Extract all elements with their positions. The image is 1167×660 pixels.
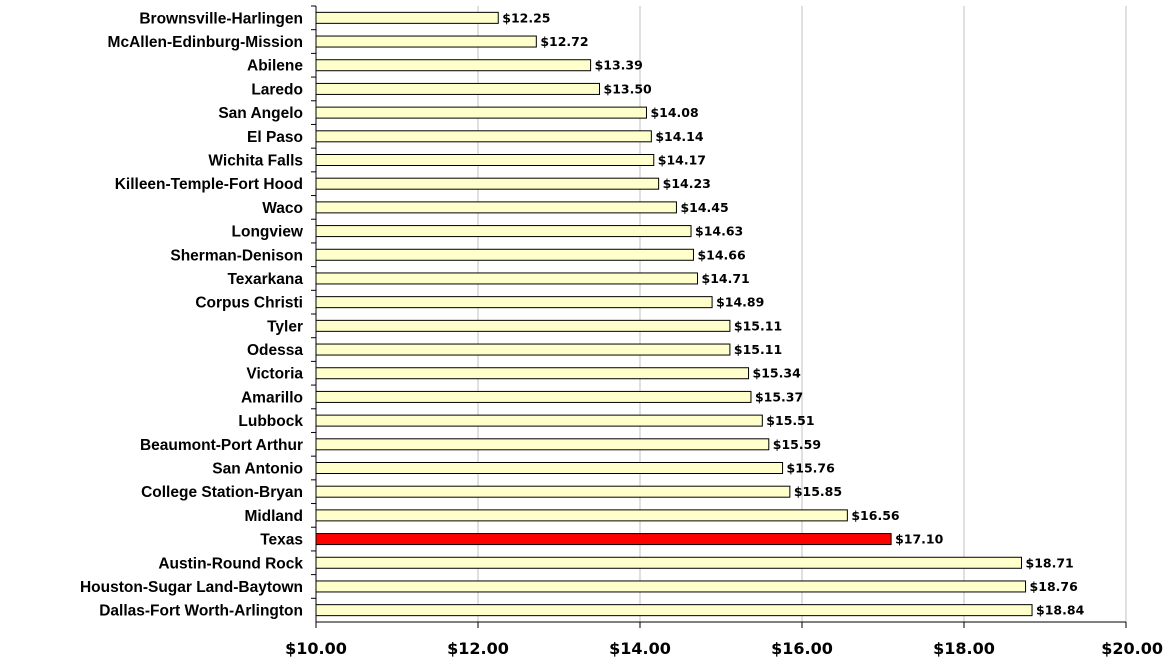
value-labels: $12.25 $12.72 $13.39 $13.50 $14.08 $14.14 $14.… bbox=[502, 10, 1084, 617]
category-label: College Station-Bryan bbox=[141, 484, 303, 501]
bar bbox=[315, 533, 892, 546]
value-label: $14.89 bbox=[716, 295, 764, 310]
bar bbox=[315, 248, 694, 261]
category-label: Odessa bbox=[247, 342, 303, 359]
category-label: McAllen-Edinburg-Mission bbox=[108, 34, 303, 51]
category-label: Beaumont-Port Arthur bbox=[140, 437, 303, 454]
value-label: $15.51 bbox=[766, 413, 814, 428]
bar bbox=[315, 296, 713, 309]
value-label: $14.17 bbox=[658, 153, 706, 168]
bar bbox=[315, 438, 770, 451]
bar bbox=[315, 177, 660, 190]
bar bbox=[315, 130, 652, 143]
value-label: $14.63 bbox=[695, 224, 743, 239]
category-label: Tyler bbox=[267, 318, 303, 335]
bar bbox=[315, 201, 677, 214]
x-tick-label: $14.00 bbox=[609, 639, 671, 658]
x-tick-label: $18.00 bbox=[933, 639, 995, 658]
category-label: Wichita Falls bbox=[208, 153, 303, 170]
value-label: $14.23 bbox=[663, 176, 711, 191]
category-label: Texas bbox=[260, 532, 303, 549]
bar bbox=[315, 390, 752, 403]
bar bbox=[315, 604, 1033, 617]
value-label: $18.71 bbox=[1026, 555, 1074, 570]
bar bbox=[315, 35, 537, 48]
category-label: Brownsville-Harlingen bbox=[139, 10, 303, 27]
x-tick-label: $12.00 bbox=[447, 639, 509, 658]
bar bbox=[315, 414, 763, 427]
value-label: $13.50 bbox=[604, 81, 653, 96]
bar bbox=[315, 556, 1023, 569]
category-label: Dallas-Fort Worth-Arlington bbox=[99, 603, 303, 620]
value-label: $14.66 bbox=[697, 247, 746, 262]
value-label: $15.59 bbox=[773, 437, 821, 452]
x-tick-label: $20.00 bbox=[1101, 639, 1163, 658]
value-label: $12.25 bbox=[502, 10, 550, 25]
x-tick-labels: $10.00 $12.00 $14.00 $16.00 $18.00 $20.00 bbox=[285, 639, 1163, 658]
value-label: $12.72 bbox=[540, 34, 588, 49]
category-label: Midland bbox=[244, 508, 303, 525]
bar bbox=[315, 106, 647, 119]
bar bbox=[315, 509, 848, 522]
bar bbox=[315, 343, 731, 356]
axes bbox=[311, 5, 1127, 628]
bar bbox=[315, 580, 1027, 593]
category-label: Lubbock bbox=[238, 413, 303, 430]
value-label: $14.71 bbox=[702, 271, 750, 286]
value-label: $17.10 bbox=[895, 532, 944, 547]
category-label: Abilene bbox=[247, 58, 303, 75]
category-label: Amarillo bbox=[241, 389, 303, 406]
x-tick-label: $16.00 bbox=[771, 639, 833, 658]
bar bbox=[315, 11, 499, 24]
category-labels: Brownsville-Harlingen McAllen-Edinburg-Mi… bbox=[80, 10, 304, 619]
category-label: Corpus Christi bbox=[195, 295, 303, 312]
category-label: Texarkana bbox=[227, 271, 303, 288]
category-label: Waco bbox=[262, 200, 303, 217]
bar bbox=[315, 272, 699, 285]
category-label: El Paso bbox=[247, 129, 303, 146]
category-label: San Antonio bbox=[212, 461, 303, 478]
value-label: $14.45 bbox=[680, 200, 728, 215]
bar bbox=[315, 462, 784, 474]
value-label: $14.08 bbox=[650, 105, 698, 120]
gridlines bbox=[477, 6, 1127, 622]
category-label: Laredo bbox=[251, 81, 303, 98]
bar bbox=[315, 82, 600, 95]
x-tick-label: $10.00 bbox=[285, 639, 347, 658]
bar bbox=[315, 367, 750, 380]
bar bbox=[315, 154, 655, 166]
bar bbox=[315, 319, 731, 332]
value-label: $15.11 bbox=[734, 318, 782, 333]
bar bbox=[315, 59, 592, 72]
value-label: $16.56 bbox=[851, 508, 900, 523]
category-label: Killeen-Temple-Fort Hood bbox=[115, 176, 303, 193]
category-label: Longview bbox=[232, 224, 304, 241]
category-label: Houston-Sugar Land-Baytown bbox=[80, 579, 303, 596]
bar bbox=[315, 485, 791, 498]
category-label: Austin-Round Rock bbox=[158, 555, 303, 572]
bar bbox=[315, 225, 692, 238]
value-label: $18.84 bbox=[1036, 603, 1085, 618]
value-label: $15.37 bbox=[755, 389, 803, 404]
value-label: $15.85 bbox=[794, 484, 842, 499]
value-label: $18.76 bbox=[1030, 579, 1079, 594]
category-label: Sherman-Denison bbox=[170, 247, 303, 264]
value-label: $15.11 bbox=[734, 342, 782, 357]
value-label: $14.14 bbox=[655, 129, 704, 144]
category-label: Victoria bbox=[246, 366, 303, 383]
bars bbox=[315, 11, 1033, 617]
category-label: San Angelo bbox=[218, 105, 303, 122]
value-label: $15.76 bbox=[787, 461, 836, 476]
value-label: $13.39 bbox=[595, 58, 643, 73]
value-label: $15.34 bbox=[753, 366, 802, 381]
